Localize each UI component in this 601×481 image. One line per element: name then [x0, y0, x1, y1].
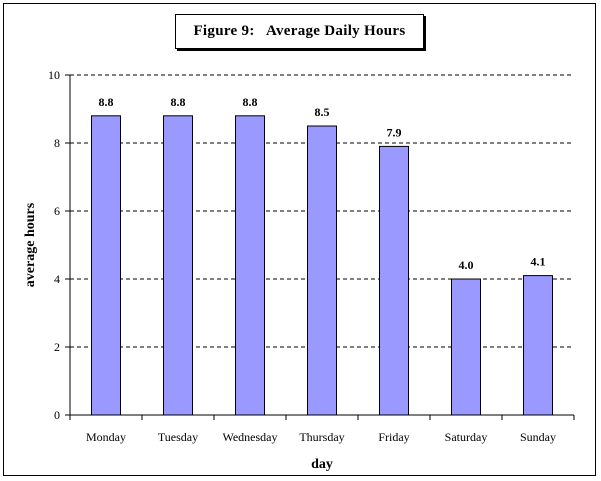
- x-tick-label: Friday: [378, 430, 409, 444]
- y-tick-label: 2: [54, 340, 60, 354]
- data-label: 8.5: [315, 105, 330, 119]
- data-labels: 8.8 8.8 8.8 8.5 7.9 4.0 4.1: [99, 95, 546, 272]
- x-tick-label: Thursday: [299, 430, 344, 444]
- bar: [307, 125, 337, 416]
- data-label: 4.0: [459, 258, 474, 272]
- bar: [163, 115, 193, 416]
- bar: [523, 275, 553, 416]
- x-tick-label: Wednesday: [222, 430, 277, 444]
- x-axis-label: day: [311, 457, 333, 472]
- data-label: 4.1: [531, 255, 546, 269]
- x-tick-label: Monday: [86, 430, 126, 444]
- bars: [91, 115, 553, 416]
- data-label: 8.8: [171, 95, 186, 109]
- chart-title: Figure 9: Average Daily Hours: [175, 14, 424, 49]
- y-axis-label: average hours: [23, 202, 38, 287]
- y-tick-label: 8: [54, 136, 60, 150]
- x-tick-label: Sunday: [520, 430, 556, 444]
- y-tick-label: 6: [54, 204, 60, 218]
- y-tick-label: 10: [48, 68, 60, 82]
- data-label: 8.8: [99, 95, 114, 109]
- axes: 0 2 4 6 8 10 Monday Tuesday Wednesday Thursday Fri…: [48, 68, 575, 444]
- bar: [91, 115, 121, 416]
- x-tick-label: Saturday: [445, 430, 488, 444]
- bar: [451, 278, 481, 416]
- data-label: 8.8: [243, 95, 258, 109]
- y-tick-label: 0: [54, 408, 60, 422]
- data-label: 7.9: [387, 125, 402, 139]
- y-tick-label: 4: [54, 272, 60, 286]
- x-tick-label: Tuesday: [158, 430, 198, 444]
- bar: [379, 145, 409, 416]
- bar: [235, 115, 265, 416]
